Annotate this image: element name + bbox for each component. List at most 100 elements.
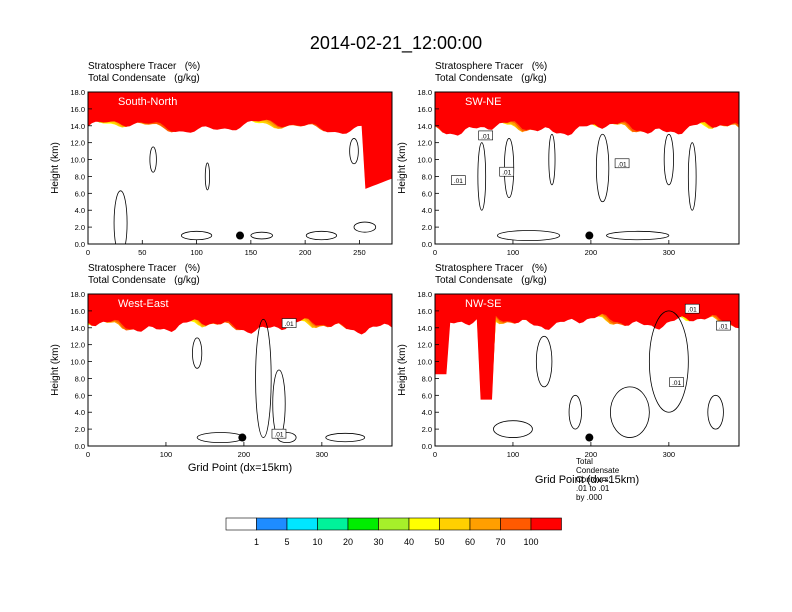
contour-label: .01 bbox=[274, 432, 283, 439]
y-tick-label: 8.0 bbox=[75, 172, 85, 181]
colorbar-box bbox=[286, 517, 318, 531]
x-tick-label: 150 bbox=[245, 248, 258, 257]
plot-frame bbox=[87, 293, 393, 447]
y-tick-label: 16.0 bbox=[417, 105, 432, 114]
y-tick-label: 2.0 bbox=[75, 425, 85, 434]
plot-frame bbox=[434, 91, 740, 245]
y-tick-label: 18.0 bbox=[70, 88, 85, 97]
tracer-band bbox=[435, 294, 739, 304]
panel-title-line-2: Total Condensate (g/kg) bbox=[435, 275, 547, 286]
colorbar-label: 30 bbox=[373, 537, 383, 547]
colorbar-label: 1 bbox=[254, 537, 259, 547]
contour-label: .01 bbox=[502, 170, 511, 177]
y-tick-label: 14.0 bbox=[70, 122, 85, 131]
x-tick-label: 0 bbox=[433, 450, 437, 459]
condensate-contours bbox=[477, 133, 697, 242]
tracer-field bbox=[435, 294, 739, 400]
colorbar-label: 10 bbox=[312, 537, 322, 547]
contour-label-box bbox=[614, 158, 630, 169]
location-marker bbox=[236, 231, 244, 240]
y-tick-label: 6.0 bbox=[422, 391, 432, 400]
colorbar-label: 20 bbox=[343, 537, 353, 547]
y-tick-label: 14.0 bbox=[70, 324, 85, 333]
panel-label: SW-NE bbox=[465, 96, 501, 108]
y-tick-label: 12.0 bbox=[70, 139, 85, 148]
condensate-contour bbox=[250, 231, 273, 240]
y-tick-label: 0.0 bbox=[422, 240, 432, 249]
condensate-contour bbox=[305, 230, 338, 241]
y-tick-label: 4.0 bbox=[422, 206, 432, 215]
y-tick-label: 4.0 bbox=[75, 206, 85, 215]
condensate-contour bbox=[477, 142, 487, 211]
condensate-contour bbox=[204, 162, 210, 191]
condensate-contour bbox=[493, 420, 533, 438]
y-tick-label: 12.0 bbox=[70, 341, 85, 350]
y-tick-label: 10.0 bbox=[417, 156, 432, 165]
plot-frame bbox=[434, 293, 740, 447]
colorbar-box bbox=[256, 517, 288, 531]
tracer-band bbox=[435, 92, 739, 136]
panel-title-line-2: Total Condensate (g/kg) bbox=[88, 73, 200, 84]
x-tick-label: 200 bbox=[299, 248, 312, 257]
y-tick-label: 18.0 bbox=[417, 290, 432, 299]
y-tick-label: 18.0 bbox=[417, 88, 432, 97]
condensate-contour bbox=[595, 133, 610, 203]
condensate-contour bbox=[568, 394, 582, 430]
condensate-contour bbox=[255, 318, 272, 438]
contour-label-box bbox=[478, 130, 493, 141]
contour-label: .01 bbox=[672, 380, 681, 387]
panel-label: NW-SE bbox=[465, 298, 501, 310]
y-tick-label: 16.0 bbox=[70, 105, 85, 114]
contour-label-box bbox=[684, 303, 700, 314]
colorbar-box bbox=[347, 517, 379, 531]
y-tick-label: 8.0 bbox=[422, 172, 432, 181]
panel-label: West-East bbox=[118, 298, 169, 310]
y-tick-label: 4.0 bbox=[422, 408, 432, 417]
colorbar-box bbox=[439, 517, 471, 531]
contour-label-box bbox=[271, 428, 287, 439]
contour-label: .01 bbox=[454, 178, 463, 185]
colorbar-box bbox=[408, 517, 440, 531]
condensate-contours bbox=[113, 138, 377, 244]
condensate-contour bbox=[663, 133, 674, 186]
y-tick-label: 12.0 bbox=[417, 341, 432, 350]
condensate-contour bbox=[648, 310, 689, 413]
condensate-contour bbox=[113, 190, 128, 244]
contour-label-box bbox=[669, 377, 684, 387]
panel-label: South-North bbox=[118, 96, 177, 108]
tracer-band bbox=[88, 92, 392, 189]
condensate-contour bbox=[548, 133, 556, 186]
y-tick-label: 12.0 bbox=[417, 139, 432, 148]
condensate-contour bbox=[496, 230, 561, 242]
y-tick-label: 0.0 bbox=[75, 240, 85, 249]
x-tick-label: 100 bbox=[507, 248, 520, 257]
colorbar-label: 100 bbox=[523, 537, 538, 547]
y-tick-label: 16.0 bbox=[70, 307, 85, 316]
x-tick-label: 100 bbox=[160, 450, 173, 459]
x-tick-label: 0 bbox=[433, 248, 437, 257]
y-axis-label: Height (km) bbox=[397, 344, 408, 396]
contour-label: .01 bbox=[719, 324, 728, 331]
colorbar-box bbox=[317, 517, 349, 531]
contour-label: .01 bbox=[481, 133, 490, 140]
y-tick-label: 6.0 bbox=[75, 391, 85, 400]
x-tick-label: 200 bbox=[585, 450, 598, 459]
contour-label-box bbox=[499, 166, 515, 177]
x-tick-label: 100 bbox=[507, 450, 520, 459]
location-marker bbox=[585, 433, 594, 442]
y-tick-label: 10.0 bbox=[70, 156, 85, 165]
contour-label-box bbox=[716, 320, 731, 331]
y-tick-label: 2.0 bbox=[422, 223, 432, 232]
contour-label-box bbox=[281, 318, 297, 328]
x-tick-label: 200 bbox=[238, 450, 251, 459]
x-axis-label: Grid Point (dx=15km) bbox=[187, 462, 293, 474]
y-tick-label: 2.0 bbox=[75, 223, 85, 232]
contour-label: .01 bbox=[688, 307, 697, 314]
contour-footnote: Total Condensate Contours: .01 to .01 by… bbox=[576, 457, 620, 502]
x-tick-label: 0 bbox=[86, 450, 90, 459]
condensate-contour bbox=[609, 386, 650, 438]
